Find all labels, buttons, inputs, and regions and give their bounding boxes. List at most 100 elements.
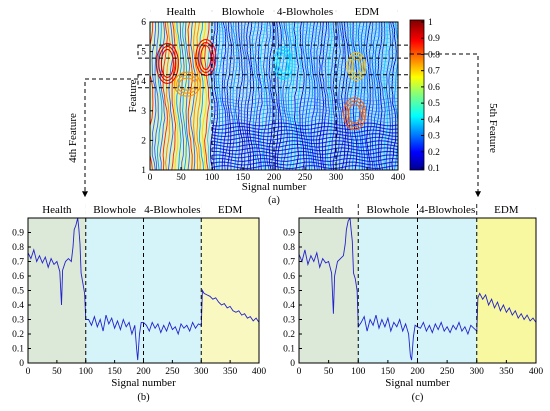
contour-line [315, 22, 322, 170]
x-tick-label: 400 [252, 367, 267, 377]
contour-line [193, 22, 199, 170]
contour-line [211, 90, 398, 95]
region-label: 4-Blowholes [419, 204, 475, 216]
label-backing [299, 202, 358, 215]
region-label: 4-Blowholes [144, 204, 200, 216]
colorbar-tick-label: 0.9 [428, 34, 440, 44]
contour-lines [150, 22, 398, 170]
contour-line [211, 76, 398, 80]
contour-line [211, 62, 398, 66]
contour-line [211, 44, 398, 49]
contour-line [196, 22, 202, 170]
contour-line [211, 30, 398, 34]
contour-ring [348, 103, 362, 125]
series-line [28, 218, 259, 361]
x-tick-label: 150 [108, 367, 123, 377]
contour-line [176, 22, 182, 170]
region-label: Blowhole [366, 204, 409, 216]
x-tick-label: 350 [223, 367, 238, 377]
contour-line [251, 22, 258, 170]
contour-line [211, 140, 398, 145]
region-label: EDM [218, 204, 243, 216]
contour-line [332, 22, 338, 170]
contour-ring [278, 52, 288, 74]
region-background [417, 218, 477, 363]
contour-line [211, 136, 398, 141]
link-label-5th: 5th Feature [487, 103, 499, 153]
region-label: Health [314, 204, 344, 216]
y-tick-label: 0.6 [283, 272, 295, 282]
contour-ring [158, 45, 177, 81]
contour-line [211, 55, 398, 59]
contour-line [211, 161, 398, 166]
feature-5-panel: Health Blowhole 4-Blowholes EDM 0 0.1 0.2 0.3 0.… [283, 202, 543, 403]
x-tick-label: 50 [324, 367, 334, 377]
x-tick-label: 150 [236, 173, 251, 183]
x-axis-label: Signal number [111, 377, 176, 389]
colorbar-tick-label: 0.6 [428, 83, 440, 93]
x-tick-label: 200 [136, 367, 151, 377]
link-arrow-5th [410, 53, 481, 198]
contour-line [211, 101, 398, 105]
y-tick-label: 3 [141, 107, 146, 117]
colorbar-tick-label: 0.3 [428, 132, 440, 142]
region-label: Blowhole [93, 204, 136, 216]
label-backing [27, 202, 86, 215]
contour-line [211, 87, 398, 91]
x-tick-label: 0 [148, 173, 153, 183]
contour-ring [200, 44, 212, 71]
contour-line [360, 22, 366, 170]
contour-line [385, 22, 392, 170]
y-tick-label: 0.4 [12, 301, 24, 311]
label-backing [337, 4, 397, 18]
contour-ring [197, 41, 214, 74]
contour-line [346, 22, 353, 170]
contour-line [232, 22, 238, 170]
x-tick-label: 100 [351, 367, 366, 377]
region-label: Health [166, 6, 196, 18]
contour-line [171, 22, 177, 170]
contour-line [211, 51, 398, 56]
contour-ring [195, 38, 217, 77]
x-tick-label: 150 [381, 367, 396, 377]
contour-line [211, 48, 398, 52]
contour-line [211, 119, 398, 123]
contour-line [363, 22, 369, 170]
contour-line [204, 22, 210, 170]
contour-line [213, 22, 219, 170]
y-tick-label: 0.7 [12, 258, 24, 268]
contour-line [211, 72, 398, 77]
label-backing [358, 202, 417, 215]
y-tick-label: 5 [141, 48, 146, 58]
region-label: Blowhole [222, 6, 265, 18]
contour-line [211, 97, 398, 102]
label-backing [85, 202, 144, 215]
contour-line [154, 22, 160, 170]
contour-line [379, 22, 386, 170]
contour-ring [273, 46, 293, 80]
colorbar-tick-label: 0.1 [428, 164, 440, 174]
y-axis-label: Feature [127, 79, 139, 112]
contour-line [151, 22, 157, 170]
contour-line [211, 69, 398, 73]
colorbar-tick-label: 0.2 [428, 148, 440, 158]
contour-line [198, 22, 205, 170]
contour-line [211, 65, 398, 70]
contour-line [211, 115, 398, 120]
label-backing [418, 202, 477, 215]
contour-line [211, 80, 398, 84]
series-line [299, 218, 536, 361]
x-tick-label: 0 [26, 367, 31, 377]
x-tick-label: 250 [298, 173, 313, 183]
caption: (c) [412, 392, 424, 403]
contour-line [211, 122, 398, 127]
contour-line [223, 22, 230, 170]
contour-line [287, 22, 294, 170]
region-background [476, 218, 536, 363]
x-tick-label: 300 [194, 367, 209, 377]
y-tick-label: 0.1 [12, 345, 24, 355]
colorbar-tick-label: 0.4 [428, 115, 440, 125]
region-background [143, 218, 202, 363]
contour-line [211, 37, 398, 41]
